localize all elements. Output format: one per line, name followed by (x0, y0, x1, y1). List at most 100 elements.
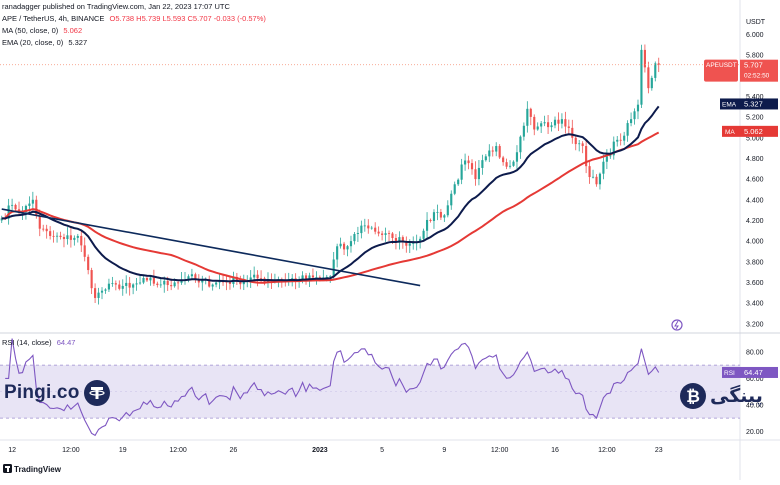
candle-body (125, 282, 128, 286)
candle (560, 113, 563, 129)
ma-line (1, 131, 660, 284)
candle-body (443, 215, 446, 218)
candle-body (100, 290, 104, 293)
candle-body (422, 230, 425, 239)
candle-body (11, 204, 14, 206)
candle (298, 276, 301, 288)
time-tick-label: 16 (551, 447, 559, 454)
candle (339, 237, 342, 249)
candle-body (567, 126, 570, 128)
alert-icon[interactable] (671, 319, 683, 331)
candle (381, 230, 384, 241)
candle-body (398, 237, 401, 243)
candle (425, 212, 429, 239)
ema-tag-bg (720, 98, 740, 110)
candle (370, 225, 373, 230)
candle-body (76, 235, 79, 238)
candle (640, 44, 643, 109)
candle (336, 243, 339, 268)
price-tag-value: 5.707 (744, 61, 763, 70)
rsi-tag-value-bg (740, 366, 778, 378)
candle-body (619, 139, 622, 141)
time-tick-label: 12 (8, 447, 16, 454)
candle (626, 120, 629, 142)
candle (581, 141, 584, 154)
pingi-fa-text: پینگی (710, 385, 763, 407)
candle (118, 280, 121, 291)
time-tick-label: 12:00 (598, 447, 616, 454)
pingi-text: Pingi.co (4, 382, 80, 403)
trendline[interactable] (1, 208, 421, 287)
candle (588, 161, 591, 184)
ma-legend[interactable]: MA (50, close, 0) 5.062 (2, 26, 82, 36)
candle-body (470, 163, 474, 170)
candle (585, 140, 588, 174)
candle (14, 203, 17, 212)
candle (484, 154, 487, 162)
candle (211, 283, 214, 291)
candle (616, 135, 619, 147)
candle (42, 224, 45, 232)
candle-body (332, 259, 335, 277)
candle (460, 158, 463, 185)
candle-body (228, 282, 232, 284)
candle (598, 172, 602, 190)
ma-tag-value: 5.062 (744, 127, 763, 136)
candle-body (156, 283, 159, 286)
candle-body (173, 282, 176, 287)
candle-body (66, 235, 69, 240)
candle (432, 209, 436, 229)
rsi-legend[interactable]: RSI (14, close) 64.47 (2, 338, 75, 348)
candle-body (550, 125, 553, 128)
candle-body (612, 141, 615, 156)
candle (256, 270, 259, 287)
candle-body (239, 280, 242, 285)
ema-tag-value: 5.327 (744, 99, 763, 108)
tradingview-logo-icon[interactable] (3, 464, 12, 473)
candle-body (353, 234, 356, 242)
candle-body (118, 284, 121, 289)
candle (387, 230, 391, 242)
rsi-tag: RSI 64.47 (722, 366, 778, 378)
candle (194, 272, 197, 283)
candle (138, 275, 142, 285)
candle (232, 271, 235, 288)
candle-body (242, 280, 245, 285)
candle (24, 204, 28, 220)
price-tag-symbol: APEUSDT (706, 62, 737, 69)
candle (149, 276, 152, 286)
candle-body (381, 233, 384, 235)
symbol-legend[interactable]: APE / TetherUS, 4h, BINANCE O5.738 H5.73… (2, 14, 266, 24)
candles-layer (0, 44, 660, 305)
price-tick-label: 5.800 (746, 53, 764, 60)
candle-body (636, 104, 640, 112)
rsi-tick-label: 80.00 (746, 349, 764, 356)
candle (654, 61, 657, 82)
time-tick-label: 5 (380, 447, 384, 454)
candle-body (367, 225, 370, 229)
candle-body (208, 278, 211, 287)
price-tick-label: 4.200 (746, 218, 764, 225)
candle (536, 122, 539, 131)
candle-body (657, 63, 660, 65)
ema-legend[interactable]: EMA (20, close, 0) 5.327 (2, 38, 87, 48)
candle-body (536, 126, 539, 130)
candle-body (540, 123, 543, 127)
candle-body (111, 283, 114, 285)
ma-tag: MA 5.062 (722, 125, 778, 137)
candle-body (315, 277, 318, 279)
candle-body (515, 152, 519, 162)
candle-body (432, 212, 436, 221)
candle-body (595, 176, 598, 185)
candle (553, 116, 557, 129)
time-tick-label: 19 (119, 447, 127, 454)
footer-brand[interactable]: TradingView (14, 465, 62, 474)
candle (519, 135, 522, 159)
candle (488, 144, 491, 163)
rsi-tag-bg (722, 366, 740, 378)
candle (443, 214, 446, 222)
candle (377, 226, 380, 237)
candle (467, 155, 470, 170)
candle-body (339, 243, 342, 247)
